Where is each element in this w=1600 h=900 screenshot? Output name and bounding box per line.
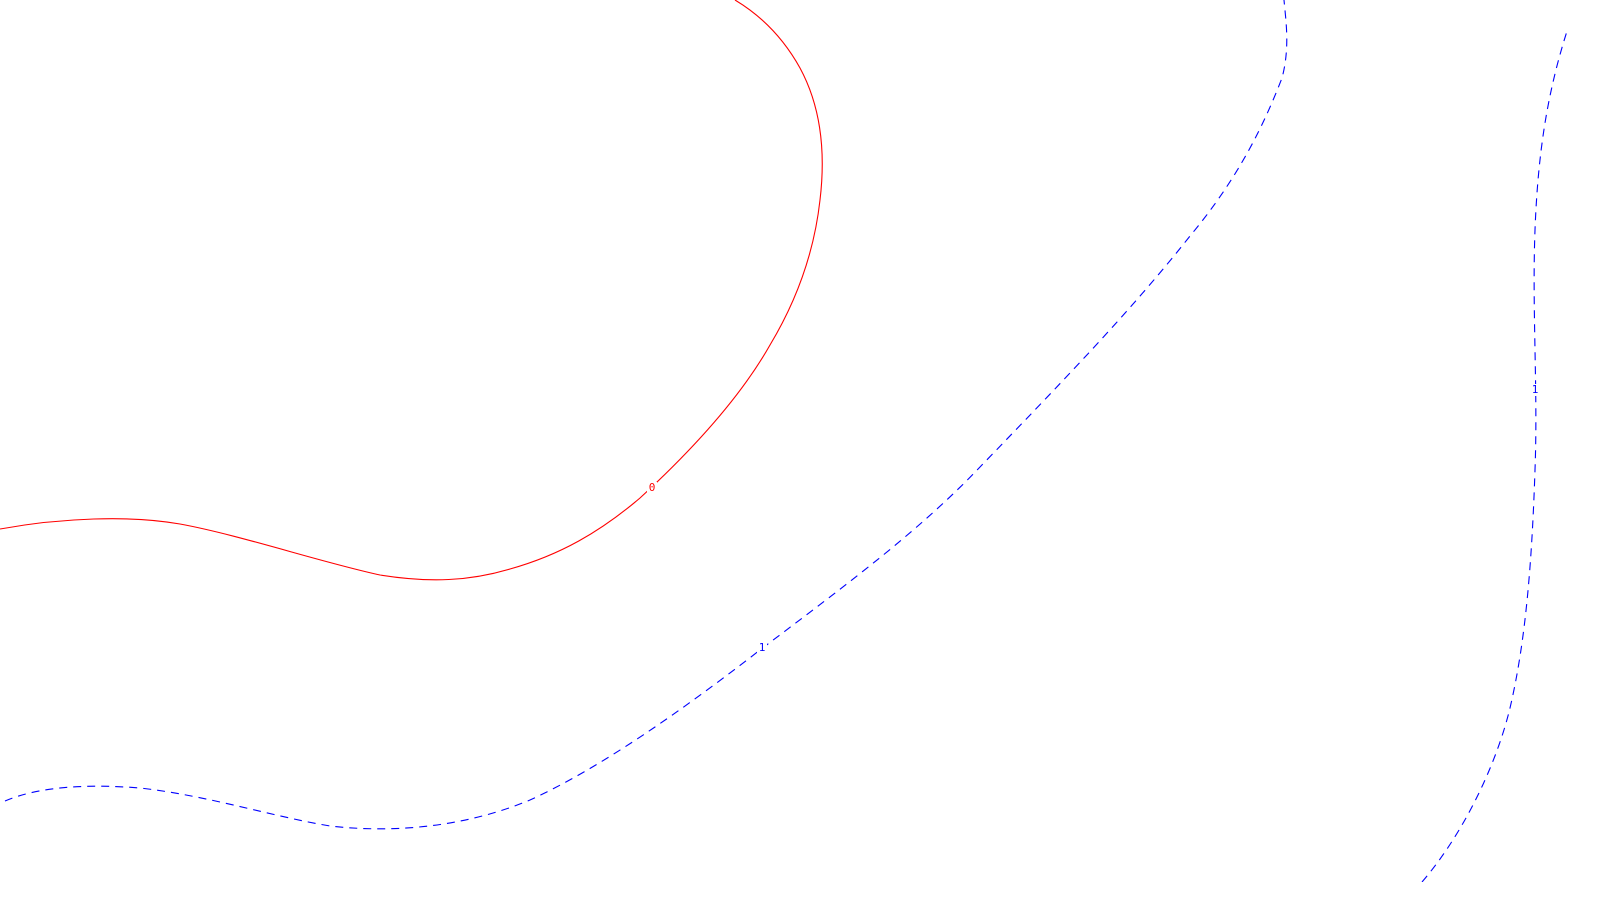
contour-plot-canvas: 0 1 1 bbox=[0, 0, 1568, 882]
contour-line-1 bbox=[0, 0, 823, 581]
contour-line-2 bbox=[4, 0, 1288, 830]
contour-plot: 0 1 1 bbox=[0, 0, 1568, 882]
contour-label-background-2 bbox=[757, 642, 767, 654]
contour-label-background-3 bbox=[1530, 384, 1540, 396]
contour-line-3 bbox=[1421, 27, 1568, 882]
contour-label-2: 1 bbox=[759, 641, 766, 654]
contour-label-3: 1 bbox=[1532, 383, 1539, 396]
contour-label-background-1 bbox=[647, 482, 657, 494]
contour-label-1: 0 bbox=[649, 481, 656, 494]
